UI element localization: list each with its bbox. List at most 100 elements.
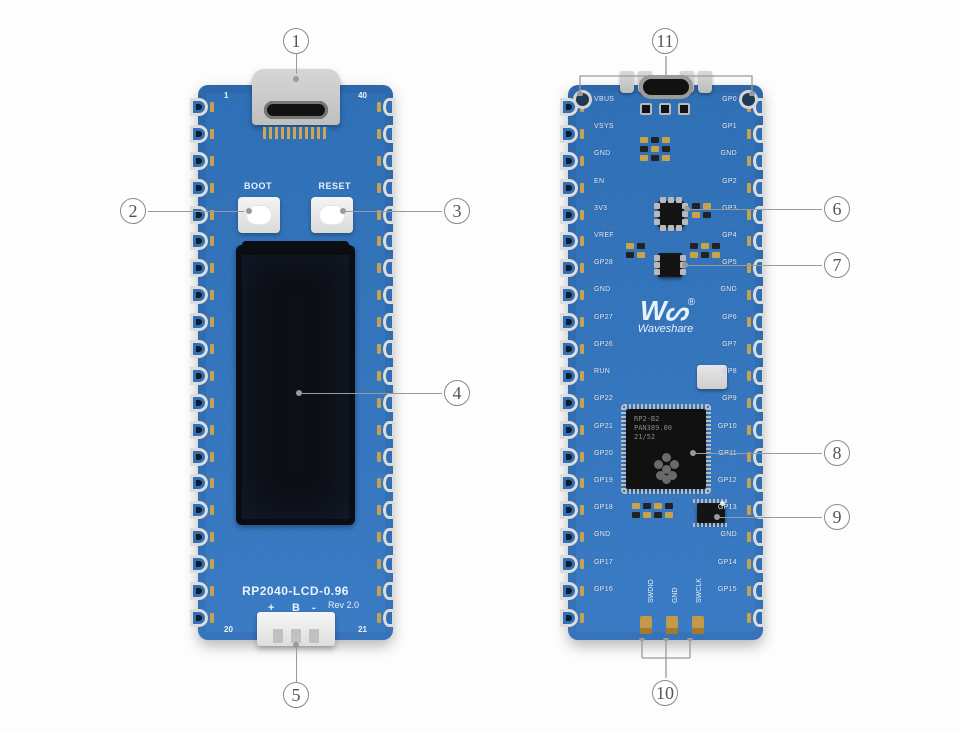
pin-label: GP6 — [722, 314, 737, 321]
pin-label: VSYS — [594, 123, 614, 130]
leader-1 — [296, 54, 297, 74]
callout-2: 2 — [120, 198, 146, 224]
leader-5-dot — [293, 642, 299, 648]
pin-label: GP8 — [722, 368, 737, 375]
callout-7-label: 7 — [833, 255, 842, 276]
pin-label: VBUS — [594, 96, 614, 103]
pin-label: 3V3 — [594, 205, 607, 212]
pin-label: GND — [721, 150, 737, 157]
pin-label: GP20 — [594, 450, 613, 457]
product-name-silk: RP2040-LCD-0.96 — [198, 584, 393, 598]
callout-2-label: 2 — [129, 201, 138, 222]
leader-4-dot — [296, 390, 302, 396]
board-front: 1 40 20 21 BOOT RESET RP2040-LCD-0.96 Re… — [198, 85, 393, 640]
leader-3-dot — [340, 208, 346, 214]
pin-label: EN — [594, 178, 604, 185]
corner-pin-40: 40 — [358, 91, 367, 100]
leader-10-bracket — [636, 638, 696, 682]
smd-cluster-icon — [632, 503, 673, 518]
pin-label: GP17 — [594, 559, 613, 566]
pin-label: GP10 — [718, 423, 737, 430]
pin-label: GP19 — [594, 477, 613, 484]
pin-label: GP16 — [594, 586, 613, 593]
rp2040-line2: 21/52 — [634, 433, 655, 441]
callout-5-label: 5 — [292, 685, 301, 706]
corner-pin-1: 1 — [224, 91, 228, 100]
leader-7-dot — [682, 262, 688, 268]
swd-label-swclk: SWCLK — [696, 578, 703, 603]
smd-cluster-icon — [626, 243, 645, 258]
pin-label: GP22 — [594, 395, 613, 402]
callout-3-label: 3 — [453, 201, 462, 222]
pin-label: GND — [594, 150, 610, 157]
pin-label: GP21 — [594, 423, 613, 430]
callout-10: 10 — [652, 680, 678, 706]
leader-5 — [296, 648, 297, 682]
pin-label: GP13 — [718, 504, 737, 511]
pin-label: GP2 — [722, 178, 737, 185]
leader-9 — [720, 517, 822, 518]
smd-cluster-icon — [690, 243, 720, 258]
pin-label: GP4 — [722, 232, 737, 239]
swd-debug-pads — [640, 616, 704, 634]
callout-8: 8 — [824, 440, 850, 466]
back-edge-left — [566, 85, 588, 640]
leader-7 — [688, 265, 822, 266]
leader-2 — [148, 211, 244, 212]
boot-button — [238, 197, 280, 233]
callout-5: 5 — [283, 682, 309, 708]
leader-3 — [346, 211, 442, 212]
callout-7: 7 — [824, 252, 850, 278]
rp2040-line3: PAN389.00 — [634, 424, 672, 432]
pin-label: GP18 — [594, 504, 613, 511]
pin-label: GP7 — [722, 341, 737, 348]
callout-1: 1 — [283, 28, 309, 54]
reset-label-silk: RESET — [318, 181, 351, 191]
logo-subtext: Waveshare — [568, 323, 763, 335]
callout-6-label: 6 — [833, 199, 842, 220]
leader-11-bracket — [572, 56, 760, 96]
callout-4-label: 4 — [453, 383, 462, 404]
leader-8-dot — [690, 450, 696, 456]
leader-4 — [302, 393, 442, 394]
reset-button — [311, 197, 353, 233]
pin-label: GP1 — [722, 123, 737, 130]
leader-6-dot — [684, 206, 690, 212]
back-edge-right — [743, 85, 765, 640]
callout-4: 4 — [444, 380, 470, 406]
smd-cluster-icon — [640, 137, 670, 161]
pin-label: GP15 — [718, 586, 737, 593]
leader-1-dot — [293, 76, 299, 82]
callout-8-label: 8 — [833, 443, 842, 464]
callout-9: 9 — [824, 504, 850, 530]
callout-11-label: 11 — [656, 31, 673, 52]
rev-silk: Rev 2.0 — [328, 600, 359, 610]
callout-1-label: 1 — [292, 31, 301, 52]
pin-label: GP0 — [722, 96, 737, 103]
leader-2-dot — [246, 208, 252, 214]
logo-letter: W — [640, 295, 664, 326]
leader-9-dot — [714, 514, 720, 520]
board-back: Wᔕ® Waveshare RP2-B2 PAN389.00 21/52 — [568, 85, 763, 640]
battery-connector — [257, 612, 335, 646]
power-regulator-ic — [658, 201, 684, 227]
pin-label: GND — [721, 286, 737, 293]
front-edge-left — [196, 85, 218, 640]
callout-6: 6 — [824, 196, 850, 222]
swd-label-swdio: SWDIO — [648, 579, 655, 603]
callout-9-label: 9 — [833, 507, 842, 528]
pin-label: GP26 — [594, 341, 613, 348]
callout-10-label: 10 — [656, 683, 674, 704]
swd-label-gnd: GND — [672, 587, 679, 603]
lcd-screen — [236, 245, 355, 525]
pin-label: GP27 — [594, 314, 613, 321]
corner-pin-20: 20 — [224, 625, 233, 634]
pin-label: GP9 — [722, 395, 737, 402]
pin-label: RUN — [594, 368, 610, 375]
pin-label: GND — [594, 531, 610, 538]
pin-label: GP28 — [594, 259, 613, 266]
usb-c-pins-icon — [263, 127, 329, 139]
pin-label: GP14 — [718, 559, 737, 566]
boot-label-silk: BOOT — [244, 181, 272, 191]
pin-label: GND — [721, 531, 737, 538]
